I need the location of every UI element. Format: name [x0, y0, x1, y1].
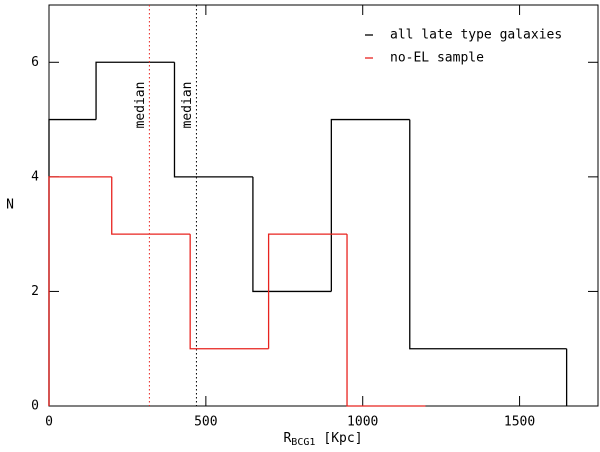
legend-label: no-EL sample: [390, 51, 484, 66]
y-axis-label: N: [6, 198, 14, 213]
histogram-step: [252, 176, 332, 293]
histogram-step: [267, 233, 348, 349]
histogram-step: [330, 118, 410, 292]
x-tick-label: 1500: [504, 415, 535, 430]
histogram-step: [409, 119, 567, 350]
x-label-main: R: [283, 431, 291, 446]
y-tick-label: 0: [31, 399, 39, 414]
legend-label: all late type galaxies: [390, 28, 562, 43]
histogram-step: [95, 61, 175, 120]
y-tick-label: 6: [31, 55, 39, 70]
x-tick-label: 1000: [347, 415, 378, 430]
histogram-step: [111, 176, 191, 235]
histogram-step: [48, 176, 112, 406]
y-tick-label: 2: [31, 284, 39, 299]
median-label: median: [133, 82, 148, 129]
x-tick-label: 500: [194, 415, 217, 430]
histogram-step: [48, 118, 97, 406]
x-label-sub: BCG1: [291, 437, 315, 448]
x-tick-label: 0: [45, 415, 53, 430]
y-tick-label: 4: [31, 169, 39, 184]
histogram-step: [346, 234, 426, 407]
x-label-unit: [Kpc]: [323, 431, 362, 446]
plot-frame: [48, 4, 599, 407]
median-label: median: [180, 82, 195, 129]
histogram-step: [189, 234, 269, 350]
histogram-step: [173, 62, 253, 178]
x-axis-label: RBCG1 [Kpc]: [283, 431, 362, 449]
